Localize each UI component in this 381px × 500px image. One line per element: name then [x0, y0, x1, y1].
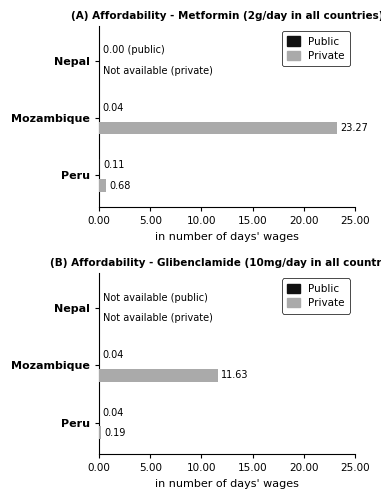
Legend: Public, Private: Public, Private	[282, 278, 350, 314]
Bar	[99, 179, 106, 192]
Text: 0.11: 0.11	[103, 160, 125, 170]
Text: 0.04: 0.04	[102, 408, 124, 418]
Text: 0.68: 0.68	[109, 180, 130, 190]
Text: Not available (private): Not available (private)	[103, 66, 213, 76]
Text: 0.19: 0.19	[104, 428, 125, 438]
Title: (A) Affordability - Metformin (2g/day in all countries): (A) Affordability - Metformin (2g/day in…	[71, 11, 381, 21]
X-axis label: in number of days' wages: in number of days' wages	[155, 232, 299, 241]
X-axis label: in number of days' wages: in number of days' wages	[155, 479, 299, 489]
Bar	[99, 426, 101, 439]
Text: 0.04: 0.04	[102, 350, 124, 360]
Text: 0.00 (public): 0.00 (public)	[103, 46, 165, 56]
Title: (B) Affordability - Glibenclamide (10mg/day in all countries): (B) Affordability - Glibenclamide (10mg/…	[51, 258, 381, 268]
Bar	[99, 122, 337, 134]
Bar	[99, 369, 218, 382]
Text: 23.27: 23.27	[341, 123, 368, 133]
Text: Not available (public): Not available (public)	[103, 292, 208, 302]
Bar	[99, 159, 100, 172]
Legend: Public, Private: Public, Private	[282, 32, 350, 66]
Text: Not available (private): Not available (private)	[103, 313, 213, 323]
Text: 0.04: 0.04	[102, 103, 124, 113]
Text: 11.63: 11.63	[221, 370, 249, 380]
